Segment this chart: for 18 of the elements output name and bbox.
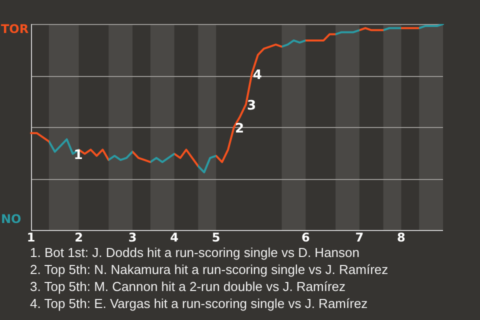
text: 1. Bot 1st: J. Dodds hit a run-scoring single vs D. Hanson — [30, 244, 360, 261]
text: 4. Top 5th: E. Vargas hit a run-scoring single vs J. Ramírez — [30, 295, 369, 312]
annotation: 4 — [252, 68, 262, 83]
x-tick-label: 8 — [397, 230, 406, 244]
text: TOR — [1, 22, 29, 36]
annotation: 2 — [235, 121, 244, 136]
text: 2. Top 5th: N. Nakamura hit a run-scoring single vs J. Ramírez — [30, 261, 388, 278]
x-tick-label: 2 — [74, 230, 83, 244]
x-tick-label: 6 — [301, 230, 310, 244]
x-tick-label: 7 — [355, 230, 364, 244]
x-tick-label: 1 — [26, 230, 36, 244]
text: 3. Top 5th: M. Cannon hit a 2-run double vs J. Ramírez — [30, 278, 347, 295]
annotation: 1 — [74, 148, 83, 164]
x-tick-label: 4 — [170, 230, 178, 244]
text: NO — [1, 212, 22, 226]
x-tick-label: 5 — [212, 230, 220, 244]
annotation: 3 — [246, 98, 256, 114]
x-tick-label: 3 — [128, 230, 137, 244]
